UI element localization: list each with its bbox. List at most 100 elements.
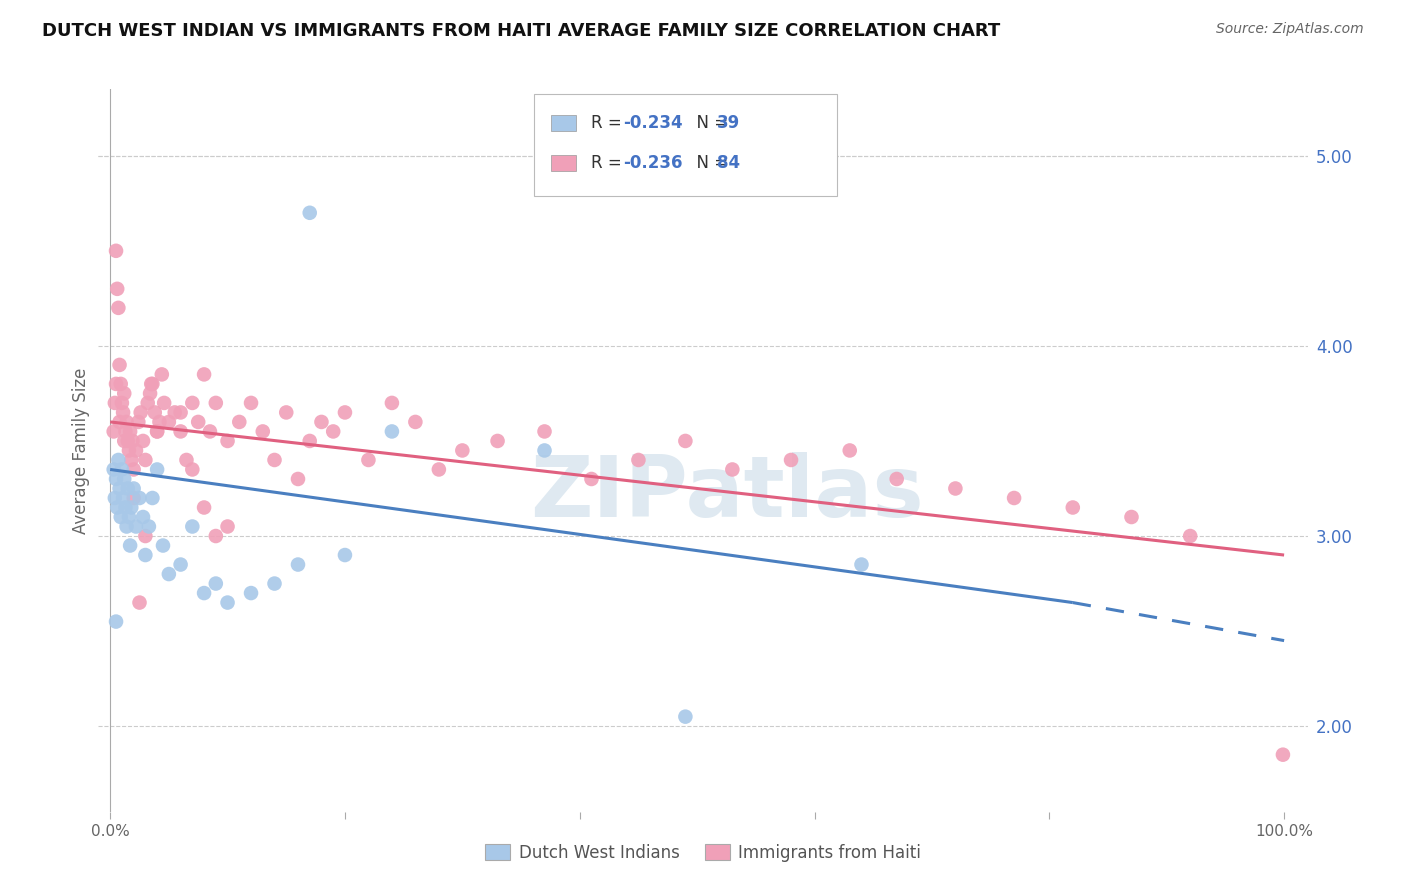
- Text: 39: 39: [717, 114, 741, 132]
- Point: [240, 586, 263, 600]
- Text: 84: 84: [717, 154, 740, 172]
- Point: [298, 434, 321, 448]
- Point: [838, 443, 860, 458]
- Point: [1062, 500, 1084, 515]
- Point: [141, 491, 163, 505]
- Point: [148, 415, 170, 429]
- Point: [134, 548, 156, 562]
- Point: [333, 548, 356, 562]
- Point: [157, 567, 180, 582]
- Text: -0.236: -0.236: [623, 154, 682, 172]
- Point: [127, 415, 149, 429]
- Text: DUTCH WEST INDIAN VS IMMIGRANTS FROM HAITI AVERAGE FAMILY SIZE CORRELATION CHART: DUTCH WEST INDIAN VS IMMIGRANTS FROM HAI…: [42, 22, 1001, 40]
- Point: [322, 425, 344, 439]
- Point: [451, 443, 474, 458]
- Point: [118, 443, 141, 458]
- Point: [112, 434, 135, 448]
- Point: [176, 453, 198, 467]
- Point: [138, 519, 160, 533]
- Point: [193, 368, 215, 382]
- Point: [115, 415, 138, 429]
- Point: [181, 519, 204, 533]
- Point: [125, 443, 148, 458]
- Point: [136, 396, 159, 410]
- Point: [146, 425, 169, 439]
- Point: [287, 558, 309, 572]
- Point: [105, 376, 128, 391]
- Point: [198, 425, 221, 439]
- Point: [108, 482, 131, 496]
- Point: [204, 529, 226, 543]
- Point: [298, 206, 321, 220]
- Point: [107, 301, 129, 315]
- Point: [139, 386, 162, 401]
- Point: [357, 453, 380, 467]
- Point: [581, 472, 603, 486]
- Point: [120, 500, 142, 515]
- Text: Source: ZipAtlas.com: Source: ZipAtlas.com: [1216, 22, 1364, 37]
- Point: [114, 425, 136, 439]
- Point: [118, 510, 141, 524]
- Point: [673, 434, 696, 448]
- Point: [132, 434, 155, 448]
- Point: [146, 425, 169, 439]
- Point: [104, 396, 127, 410]
- Point: [217, 434, 239, 448]
- Point: [120, 453, 142, 467]
- Point: [886, 472, 908, 486]
- Point: [851, 558, 873, 572]
- Point: [104, 491, 127, 505]
- Legend: Dutch West Indians, Immigrants from Haiti: Dutch West Indians, Immigrants from Hait…: [478, 837, 928, 869]
- Point: [181, 462, 204, 476]
- Point: [404, 415, 426, 429]
- Point: [120, 425, 142, 439]
- Point: [107, 453, 129, 467]
- Text: R =: R =: [591, 154, 627, 172]
- Point: [112, 491, 135, 505]
- Point: [169, 425, 191, 439]
- Point: [181, 396, 204, 410]
- Point: [1180, 529, 1202, 543]
- Point: [132, 510, 155, 524]
- Point: [112, 386, 135, 401]
- Point: [287, 472, 309, 486]
- Point: [263, 576, 285, 591]
- Point: [129, 405, 152, 419]
- Point: [111, 396, 134, 410]
- Point: [112, 405, 135, 419]
- Point: [1002, 491, 1025, 505]
- Point: [204, 576, 226, 591]
- Point: [721, 462, 744, 476]
- Point: [121, 434, 143, 448]
- Text: -0.234: -0.234: [623, 114, 682, 132]
- Point: [146, 462, 169, 476]
- Point: [381, 425, 404, 439]
- Point: [157, 415, 180, 429]
- Point: [193, 586, 215, 600]
- Point: [780, 453, 803, 467]
- Point: [115, 519, 138, 533]
- Point: [627, 453, 650, 467]
- Point: [1121, 510, 1143, 524]
- Point: [217, 596, 239, 610]
- Point: [114, 500, 136, 515]
- Point: [163, 405, 186, 419]
- Point: [217, 519, 239, 533]
- Point: [228, 415, 250, 429]
- Point: [103, 425, 125, 439]
- Point: [141, 376, 163, 391]
- Point: [108, 415, 131, 429]
- Point: [169, 405, 191, 419]
- Point: [1271, 747, 1294, 762]
- Point: [105, 282, 128, 296]
- Point: [143, 405, 166, 419]
- Point: [117, 482, 139, 496]
- Text: ZIPatlas: ZIPatlas: [530, 452, 924, 535]
- Point: [311, 415, 333, 429]
- Point: [122, 482, 145, 496]
- Point: [128, 491, 150, 505]
- Point: [381, 396, 404, 410]
- Point: [120, 539, 142, 553]
- Point: [128, 596, 150, 610]
- Point: [193, 500, 215, 515]
